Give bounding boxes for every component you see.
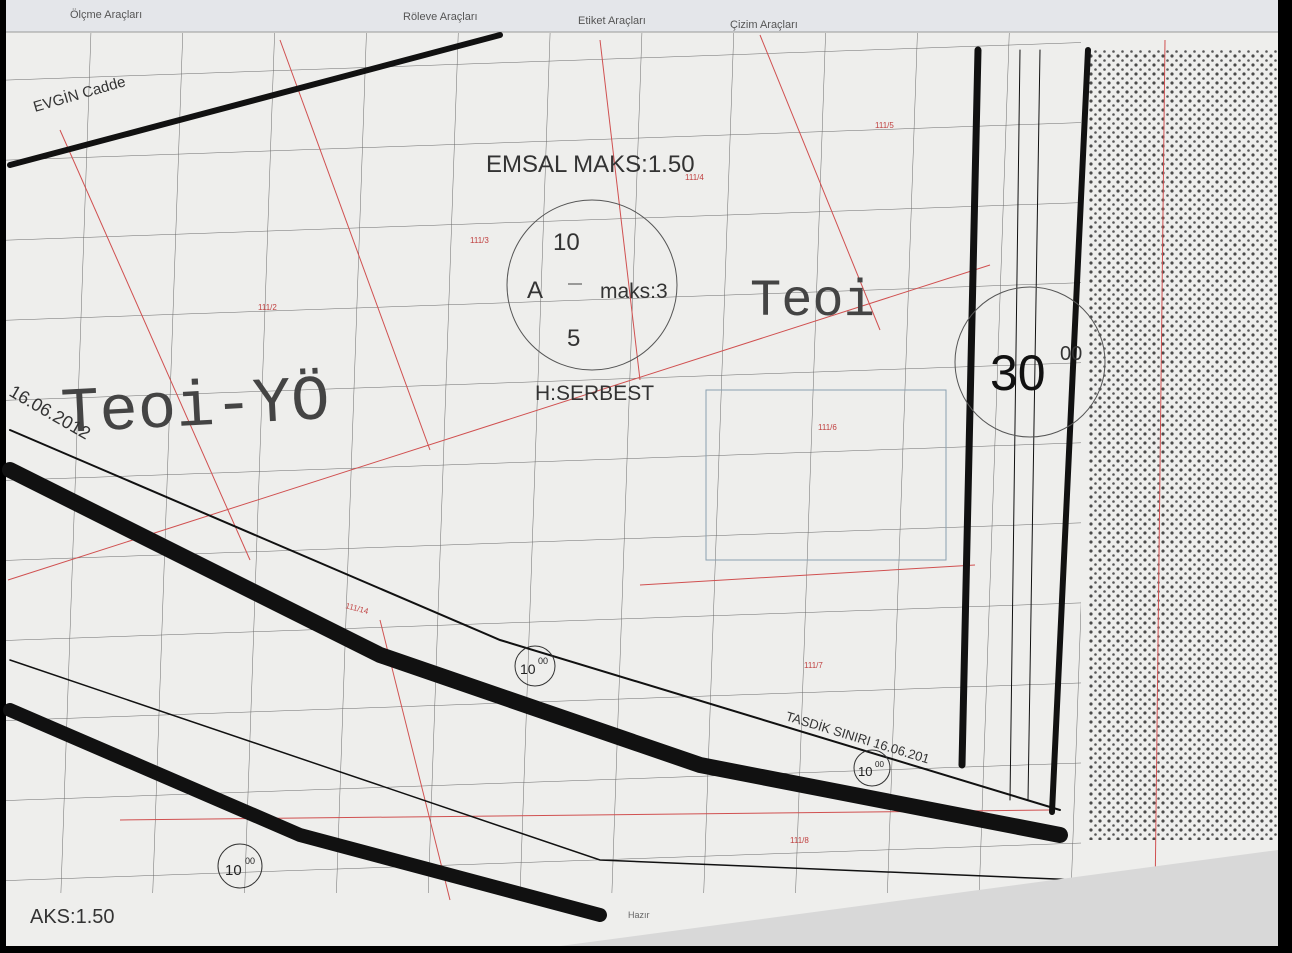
zone-code: Teoi — [750, 272, 875, 331]
road-width-sup: 00 — [538, 656, 548, 666]
zone-label: H:SERBEST — [535, 382, 654, 405]
zone-label: 10 — [553, 229, 580, 256]
parcel-label: 111/8 — [790, 836, 809, 845]
status-text: Hazır — [628, 910, 650, 920]
parcel-label: 111/2 — [258, 303, 277, 312]
toolbar-group[interactable]: Ölçme Araçları — [70, 9, 142, 21]
road-width: 10 — [520, 661, 536, 677]
zone-label: maks:3 — [600, 280, 668, 303]
road-width: 30 — [990, 345, 1046, 401]
road-width-sup: 00 — [875, 760, 884, 769]
parcel-label: 111/6 — [818, 423, 837, 432]
toolbar-group[interactable]: Etiket Araçları — [578, 15, 646, 27]
road-width-sup: 00 — [245, 856, 255, 866]
hatch-area — [1088, 50, 1278, 840]
road-width: 10 — [858, 764, 872, 779]
zone-label: EMSAL MAKS:1.50 — [486, 151, 695, 178]
zone-label: 5 — [567, 325, 580, 352]
parcel-label: 111/4 — [685, 173, 704, 182]
screen-photo: Ölçme Araçları Röleve Araçları Etiket Ar… — [0, 0, 1292, 953]
road-width: 10 — [225, 862, 242, 879]
toolbar-group[interactable]: Röleve Araçları — [403, 11, 478, 23]
zone-label: A — [527, 277, 543, 304]
parcel-label: 111/7 — [804, 661, 823, 670]
parcel-label: 111/3 — [470, 236, 489, 245]
road-width-sup: 00 — [1060, 343, 1082, 365]
parcel-label: 111/5 — [875, 121, 894, 130]
zone-code: Teoi-YÖ — [59, 366, 331, 452]
toolbar-group[interactable]: Çizim Araçları — [730, 19, 798, 31]
zone-label: AKS:1.50 — [30, 906, 115, 928]
